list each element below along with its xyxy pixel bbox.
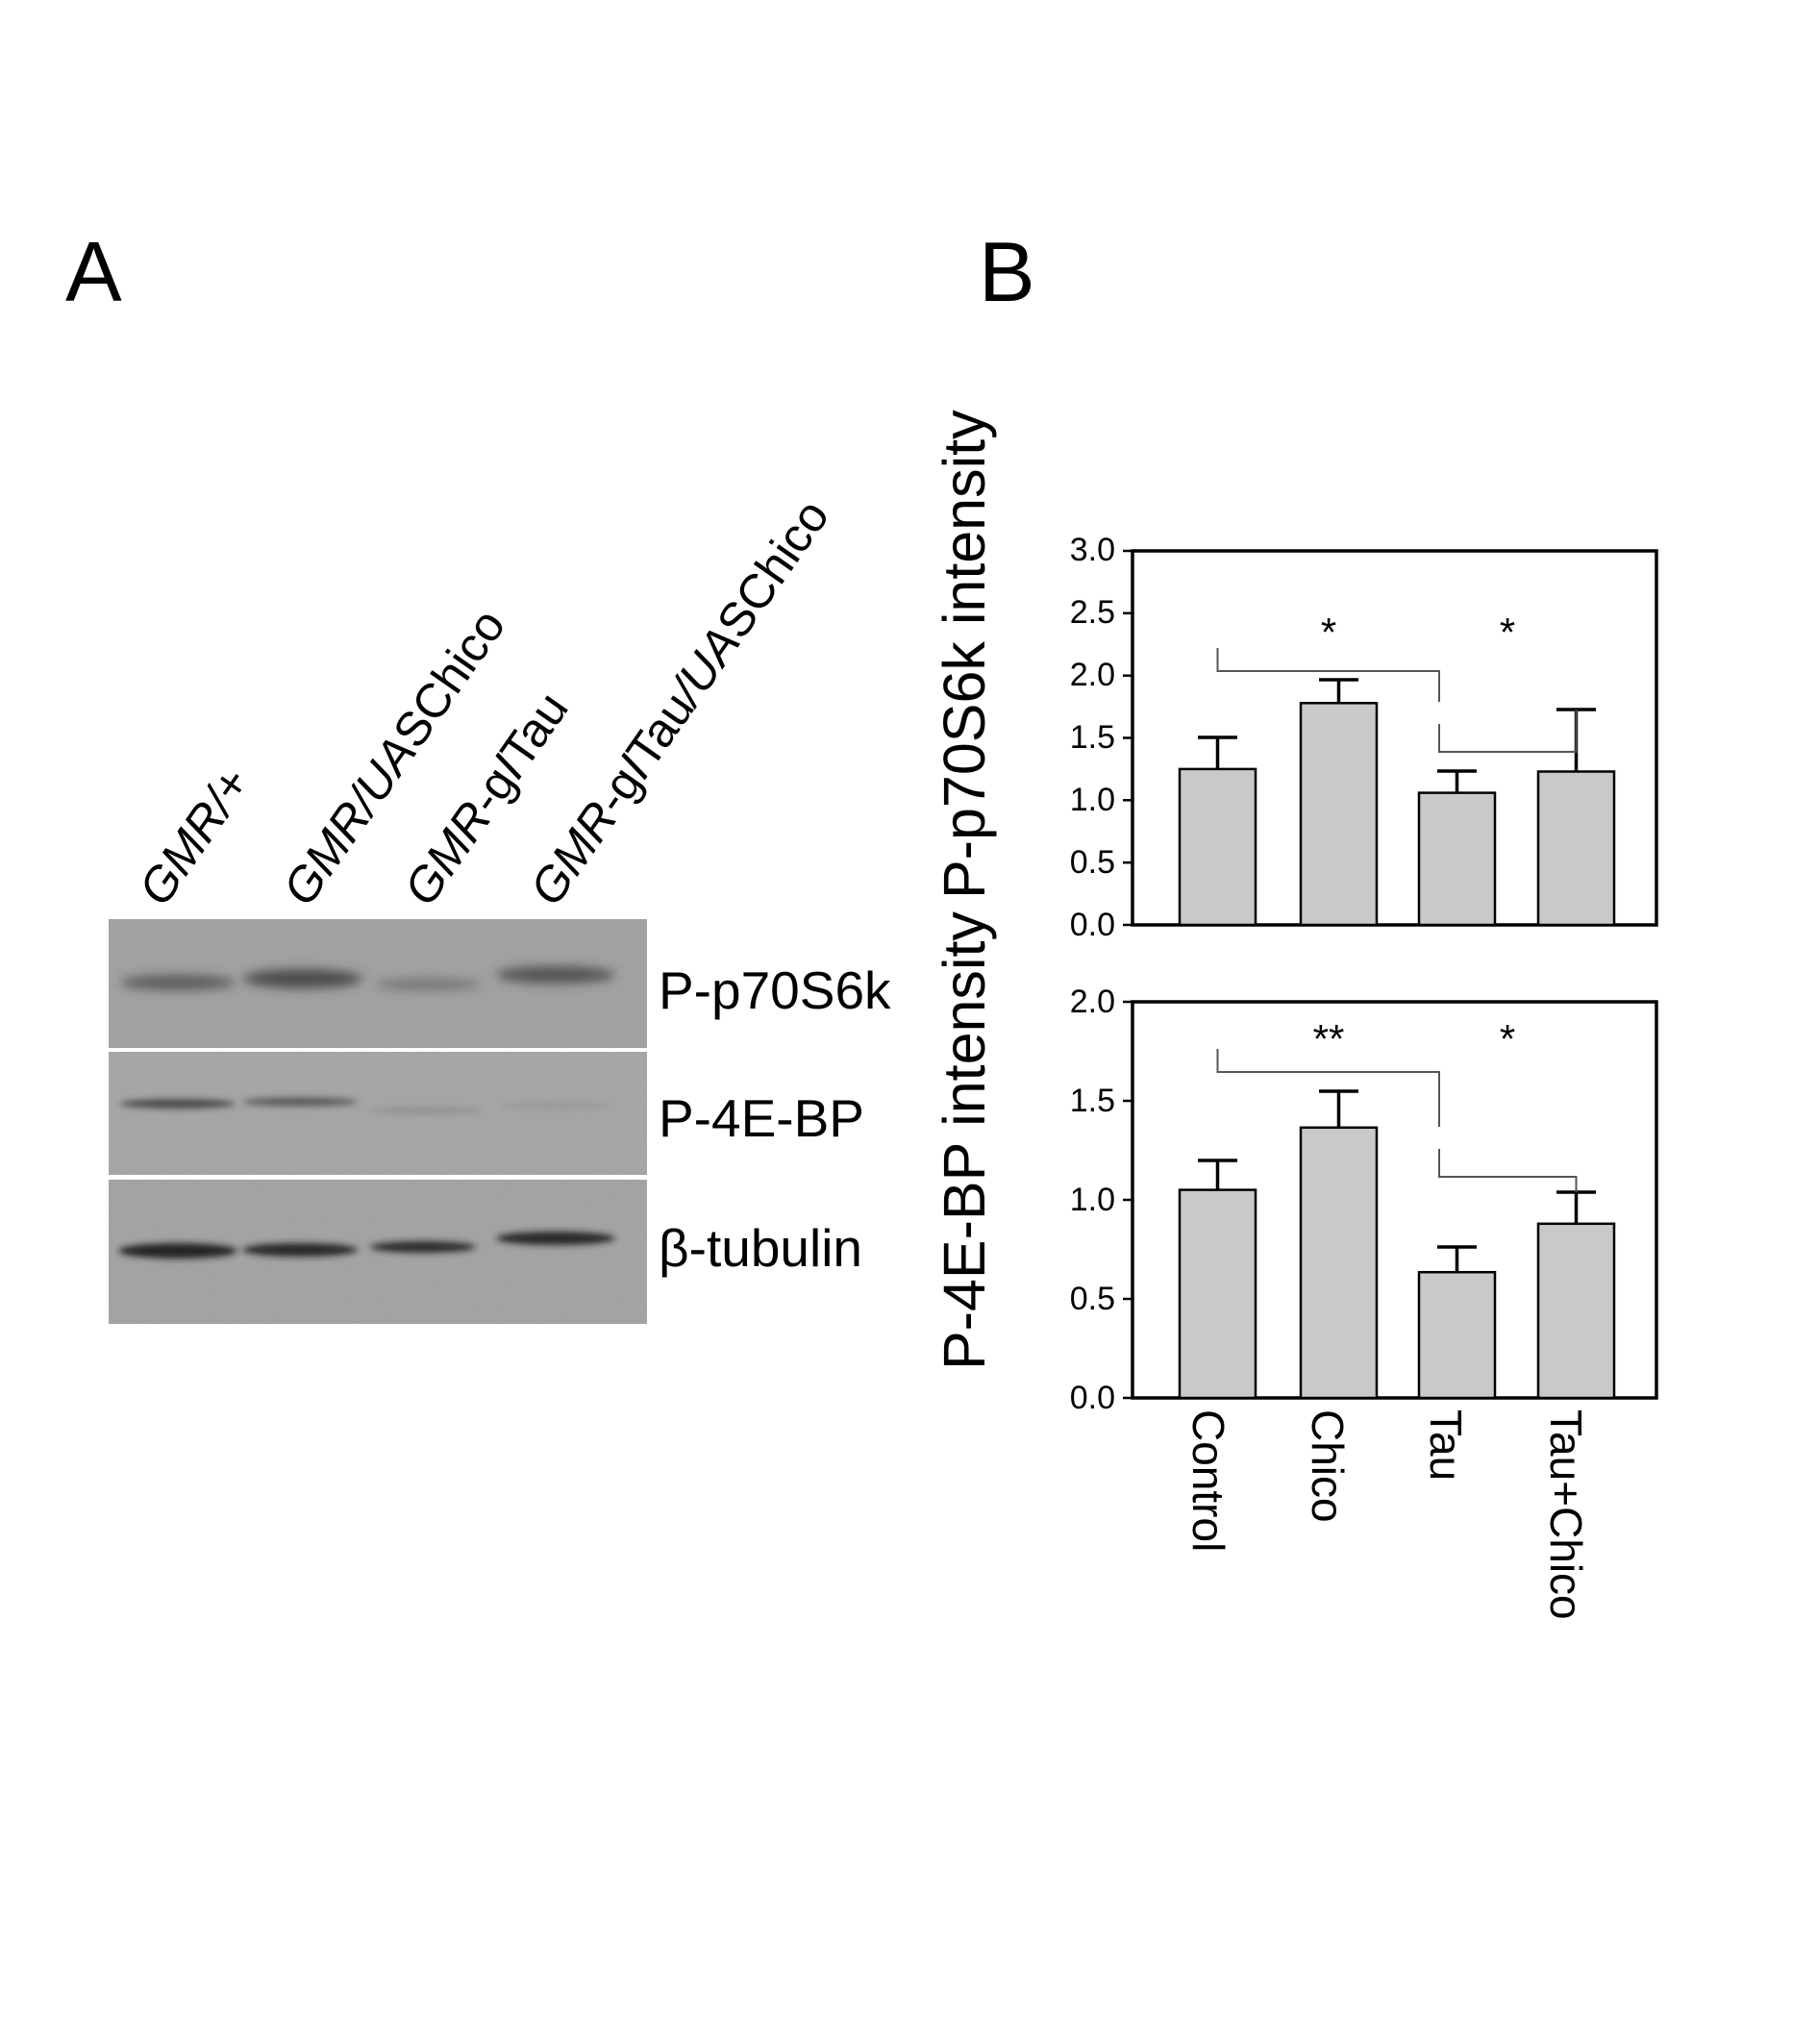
- svg-text:0.0: 0.0: [1070, 1380, 1115, 1416]
- svg-text:**: **: [1313, 1016, 1345, 1061]
- svg-text:0.5: 0.5: [1070, 844, 1115, 881]
- svg-text:1.0: 1.0: [1070, 1182, 1115, 1218]
- svg-text:0.5: 0.5: [1070, 1281, 1115, 1317]
- svg-text:1.5: 1.5: [1070, 719, 1115, 756]
- svg-text:*: *: [1321, 610, 1336, 655]
- svg-text:0.0: 0.0: [1070, 907, 1115, 943]
- svg-text:*: *: [1500, 1016, 1515, 1061]
- svg-text:1.0: 1.0: [1070, 782, 1115, 818]
- svg-text:2.5: 2.5: [1070, 594, 1115, 631]
- svg-text:1.5: 1.5: [1070, 1083, 1115, 1119]
- svg-text:3.0: 3.0: [1070, 532, 1115, 568]
- svg-text:2.0: 2.0: [1070, 984, 1115, 1020]
- svg-text:*: *: [1500, 610, 1515, 655]
- svg-text:2.0: 2.0: [1070, 657, 1115, 693]
